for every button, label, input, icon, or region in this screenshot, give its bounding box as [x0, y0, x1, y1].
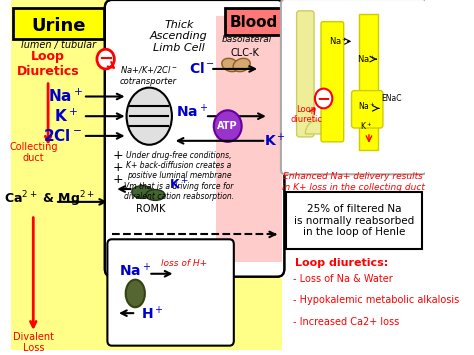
FancyBboxPatch shape — [297, 11, 314, 137]
Text: −: − — [98, 50, 113, 68]
Text: Loop
diuretic: Loop diuretic — [290, 104, 322, 124]
Wedge shape — [305, 120, 330, 134]
Text: Ca$^{2+}$ & Mg$^{2+}$: Ca$^{2+}$ & Mg$^{2+}$ — [4, 189, 95, 209]
Text: 2Cl$^-$: 2Cl$^-$ — [43, 128, 82, 144]
Text: Na$^+$: Na$^+$ — [119, 262, 151, 279]
Ellipse shape — [132, 186, 153, 198]
Text: Blood: Blood — [230, 15, 278, 30]
Ellipse shape — [127, 88, 172, 145]
Text: K$^+$: K$^+$ — [169, 178, 189, 193]
Text: Na$^+$: Na$^+$ — [329, 36, 348, 47]
Ellipse shape — [222, 58, 239, 72]
Text: 25% of filtered Na
is normally reabsorbed
in the loop of Henle: 25% of filtered Na is normally reabsorbe… — [294, 204, 414, 237]
Text: ROMK: ROMK — [137, 204, 166, 214]
Text: Cl$^-$: Cl$^-$ — [190, 61, 216, 76]
Text: Loop
Diuretics: Loop Diuretics — [17, 50, 80, 78]
Text: +: + — [112, 149, 123, 162]
Ellipse shape — [126, 280, 145, 307]
FancyBboxPatch shape — [321, 22, 344, 142]
Text: - Hypokalemic metabolic alkalosis: - Hypokalemic metabolic alkalosis — [293, 295, 459, 305]
Text: ENaC: ENaC — [382, 94, 402, 103]
Text: basolateral: basolateral — [222, 35, 272, 44]
FancyBboxPatch shape — [108, 239, 234, 346]
Ellipse shape — [233, 58, 250, 72]
Text: CLC-K: CLC-K — [231, 48, 260, 58]
Bar — [11, 0, 282, 350]
Text: Enhanced Na+ delivery results
in K+ loss in the collecting duct: Enhanced Na+ delivery results in K+ loss… — [282, 172, 425, 192]
Text: Thick
Ascending
Limb Cell: Thick Ascending Limb Cell — [150, 20, 208, 53]
Text: K$^+$: K$^+$ — [54, 108, 77, 125]
Text: Na$^+$: Na$^+$ — [358, 100, 376, 112]
FancyBboxPatch shape — [352, 91, 383, 128]
FancyBboxPatch shape — [281, 0, 427, 174]
Text: K$^+$: K$^+$ — [360, 120, 373, 132]
Ellipse shape — [146, 190, 165, 201]
Text: - Loss of Na & Water: - Loss of Na & Water — [293, 274, 393, 284]
Circle shape — [214, 110, 242, 142]
Text: Under drug-free conditions,
K+ back-diffusion creates a
positive luminal membran: Under drug-free conditions, K+ back-diff… — [124, 151, 234, 201]
FancyBboxPatch shape — [105, 0, 284, 277]
Circle shape — [97, 49, 114, 69]
Text: H$^+$: H$^+$ — [141, 305, 164, 322]
Text: Collecting
duct: Collecting duct — [9, 142, 57, 163]
Text: +: + — [112, 161, 123, 174]
FancyBboxPatch shape — [13, 8, 104, 39]
Text: ATP: ATP — [218, 121, 238, 131]
Text: Loop diuretics:: Loop diuretics: — [295, 258, 388, 268]
Circle shape — [315, 89, 332, 108]
Text: - Increased Ca2+ loss: - Increased Ca2+ loss — [293, 317, 400, 327]
Text: Na$^+$: Na$^+$ — [176, 103, 208, 120]
Text: Na$^+$: Na$^+$ — [48, 88, 83, 105]
Text: Urine: Urine — [31, 17, 86, 34]
FancyBboxPatch shape — [286, 192, 422, 249]
Text: loss of H+: loss of H+ — [161, 260, 207, 268]
FancyBboxPatch shape — [225, 8, 283, 36]
Text: K$^+$: K$^+$ — [264, 132, 286, 149]
Text: Divalent
Loss: Divalent Loss — [13, 332, 54, 354]
Text: Na$^+$: Na$^+$ — [357, 53, 376, 65]
Text: lumen / tubular: lumen / tubular — [21, 40, 96, 50]
Bar — [217, 16, 282, 262]
Bar — [358, 14, 378, 150]
Text: +: + — [112, 173, 123, 186]
Text: Na+/K+/2Cl$^-$
cotransporter: Na+/K+/2Cl$^-$ cotransporter — [120, 64, 177, 86]
Text: −: − — [317, 89, 330, 108]
